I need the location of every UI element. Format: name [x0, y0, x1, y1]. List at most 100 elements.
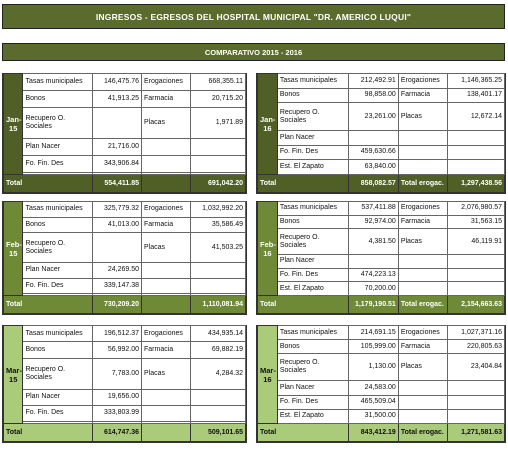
expense-label: Placas: [397, 228, 449, 256]
income-value: 56,992.00: [92, 341, 142, 359]
expense-total: 2,154,663.63: [447, 295, 505, 314]
income-label: Bonos: [22, 216, 94, 234]
expense-value: 668,355.11: [189, 73, 247, 91]
income-value: 537,411.88: [348, 201, 399, 216]
income-value: 4,381.50: [348, 228, 399, 256]
income-label: Bonos: [276, 339, 350, 355]
income-value: 70,200.00: [348, 281, 399, 296]
income-label: Bonos: [22, 341, 94, 359]
table-row: Bonos 105,999.00 Farmacia 220,805.63: [258, 339, 505, 355]
expense-label: Placas: [141, 232, 191, 263]
expense-total: 1,110,081.94: [189, 295, 247, 314]
income-label: Tasas municipales: [22, 73, 94, 91]
income-value: 459,630.66: [348, 144, 399, 161]
income-value: 41,013.00: [92, 216, 142, 234]
table-row: Plan Nacer 19,656.00: [4, 388, 247, 406]
expense-label: Placas: [141, 357, 191, 390]
income-label: Recupero O. Sociales: [22, 232, 94, 263]
period-block: Jan-15 Tasas municipales 146,475.76 Erogaci…: [2, 73, 247, 194]
table-row: Bonos 92,974.00 Farmacia 31,563.15: [258, 214, 505, 230]
expense-label: [397, 159, 449, 175]
income-value: 146,475.76: [92, 73, 142, 91]
period-label: Mar-16: [257, 325, 278, 424]
income-value: 63,840.00: [348, 159, 399, 175]
expense-label: [141, 277, 191, 295]
table-row: Plan Nacer 24,583.00: [258, 380, 505, 396]
income-label: Tasas municipales: [276, 201, 350, 216]
expense-total-label: Total erogac.: [397, 423, 449, 442]
income-label: Recupero O. Sociales: [22, 357, 94, 390]
income-value: 31,500.00: [348, 408, 399, 425]
expense-value: 434,935.14: [189, 324, 247, 343]
income-label: Bonos: [276, 214, 350, 230]
expense-total: 1,297,438.56: [447, 174, 505, 193]
expense-value: 2,076,980.57: [447, 201, 505, 216]
table-row: Fo. Fin. Des 474,223.13: [258, 267, 505, 283]
income-value: 343,906.84: [92, 155, 142, 174]
income-label: Est. El Zapato: [276, 281, 350, 296]
expense-label: Farmacia: [397, 339, 449, 355]
income-value: 1,130.00: [348, 353, 399, 382]
income-value: 339,147.38: [92, 277, 142, 295]
expense-label: Placas: [397, 353, 449, 382]
expense-value: 220,805.63: [447, 339, 505, 355]
expense-total-label: [141, 295, 191, 314]
income-value: 7,783.00: [92, 357, 142, 390]
expense-value: 12,672.14: [447, 102, 505, 131]
page-subtitle: COMPARATIVO 2015 - 2016: [2, 43, 505, 61]
expense-label: [397, 254, 449, 269]
expense-value: [189, 155, 247, 174]
table-row: Recupero O. Sociales 23,261.00 Placas 12,67…: [258, 102, 505, 131]
income-value: 474,223.13: [348, 267, 399, 283]
expense-value: [447, 394, 505, 410]
table-row: Fo. Fin. Des 333,803.99: [4, 404, 247, 423]
expense-label: [397, 380, 449, 396]
income-label: Fo. Fin. Des: [22, 404, 94, 423]
income-label: Recupero O. Sociales: [276, 228, 350, 256]
income-total: 843,412.19: [348, 423, 399, 442]
income-total: 858,082.57: [348, 174, 399, 193]
expense-label: Farmacia: [141, 341, 191, 359]
income-label: Bonos: [276, 87, 350, 104]
total-label: Total: [2, 174, 94, 193]
income-value: 92,974.00: [348, 214, 399, 230]
expense-label: [397, 130, 449, 146]
income-label: Plan Nacer: [22, 138, 94, 157]
expense-value: 46,119.91: [447, 228, 505, 256]
expense-value: 31,563.15: [447, 214, 505, 230]
income-label: Plan Nacer: [276, 380, 350, 396]
expense-value: [447, 254, 505, 269]
table-row: Feb-15 Tasas municipales 325,779.32 Erogaci…: [2, 201, 247, 296]
income-value: 214,691.15: [348, 324, 399, 341]
period-block: Feb-16 Tasas municipales 537,411.88 Erogaci…: [256, 201, 506, 315]
income-value: 24,583.00: [348, 380, 399, 396]
total-row: Total 858,082.57 Total erogac. 1,297,438.56: [256, 174, 505, 193]
income-value: [92, 232, 142, 263]
total-label: Total: [2, 423, 94, 442]
total-label: Total: [2, 295, 94, 314]
expense-label: Erogaciones: [141, 73, 191, 91]
expense-label: [397, 408, 449, 425]
expense-total-label: [141, 423, 191, 442]
total-row: Total 554,411.85 691,042.20: [2, 174, 247, 193]
table-row: Plan Nacer: [258, 130, 505, 146]
expense-total-label: Total erogac.: [397, 174, 449, 193]
expense-label: [141, 138, 191, 157]
income-label: Plan Nacer: [276, 254, 350, 269]
expense-label: [397, 394, 449, 410]
expense-value: 41,503.25: [189, 232, 247, 263]
expense-label: Farmacia: [141, 89, 191, 108]
table-row: Plan Nacer: [258, 254, 505, 269]
expense-value: [189, 404, 247, 423]
expense-label: [397, 267, 449, 283]
expense-label: Farmacia: [397, 214, 449, 230]
table-row: Fo. Fin. Des 343,906.84: [4, 155, 247, 174]
income-value: 41,913.25: [92, 89, 142, 108]
table-row: Mar-15 Tasas municipales 196,512.37 Erogaci…: [2, 324, 247, 424]
expense-label: Farmacia: [141, 216, 191, 234]
expense-label: [397, 281, 449, 296]
total-label: Total: [256, 295, 350, 314]
income-label: Recupero O. Sociales: [276, 353, 350, 382]
income-label: Est. El Zapato: [276, 159, 350, 175]
expense-total-label: [141, 174, 191, 193]
